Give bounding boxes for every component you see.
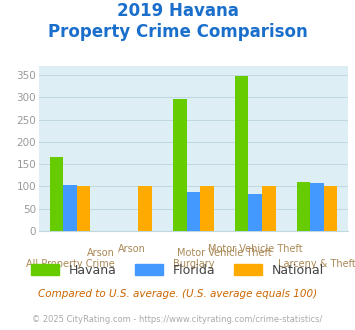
Bar (173, 99, 187, 231)
Bar (50, 157, 63, 231)
Bar (310, 183, 324, 231)
Bar (262, 186, 275, 231)
Legend: Havana, Florida, National: Havana, Florida, National (26, 259, 329, 282)
Bar (77, 186, 90, 231)
Text: Compared to U.S. average. (U.S. average equals 100): Compared to U.S. average. (U.S. average … (38, 289, 317, 299)
Bar (235, 76, 248, 231)
Text: Arson: Arson (118, 244, 146, 254)
Bar (324, 186, 337, 231)
Bar (248, 194, 262, 231)
Bar (200, 186, 214, 231)
Bar (297, 182, 310, 231)
Text: Motor Vehicle Theft: Motor Vehicle Theft (208, 244, 302, 254)
Text: Larceny & Theft: Larceny & Theft (278, 259, 355, 269)
Text: Motor Vehicle Theft: Motor Vehicle Theft (177, 248, 272, 257)
Bar (187, 192, 200, 231)
Text: Property Crime Comparison: Property Crime Comparison (48, 23, 307, 41)
Text: All Property Crime: All Property Crime (26, 259, 114, 269)
Bar (63, 185, 77, 231)
Text: © 2025 CityRating.com - https://www.cityrating.com/crime-statistics/: © 2025 CityRating.com - https://www.city… (32, 315, 323, 324)
Text: 2019 Havana: 2019 Havana (116, 2, 239, 20)
Text: Burglary: Burglary (173, 259, 214, 269)
Bar (138, 186, 152, 231)
Text: Arson: Arson (87, 248, 115, 257)
